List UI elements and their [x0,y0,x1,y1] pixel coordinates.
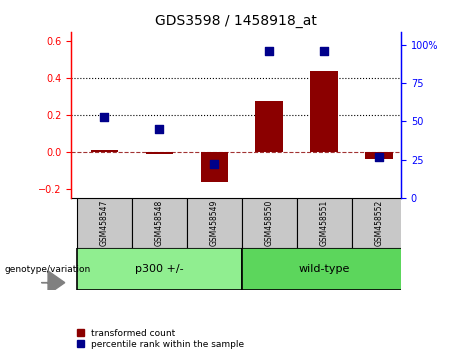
Point [100,114,108,120]
Bar [132,198,187,248]
Text: GSM458551: GSM458551 [319,200,329,246]
Bar [366,152,393,159]
Bar [77,248,242,290]
Text: GSM458548: GSM458548 [155,200,164,246]
Bar [201,152,228,182]
Point [211,162,218,167]
Bar [310,71,338,152]
Bar [77,198,132,248]
Title: GDS3598 / 1458918_at: GDS3598 / 1458918_at [155,14,317,28]
Text: GSM458549: GSM458549 [210,200,219,246]
Point [266,48,273,53]
Point [320,48,328,53]
Text: genotype/variation: genotype/variation [5,264,91,274]
Point [156,126,163,132]
Legend: transformed count, percentile rank within the sample: transformed count, percentile rank withi… [76,328,245,349]
Point [375,154,383,160]
Text: GSM458552: GSM458552 [375,200,384,246]
Bar [146,152,173,154]
Bar [242,198,297,248]
Bar [187,198,242,248]
Bar [242,248,407,290]
Bar [255,101,283,152]
Text: wild-type: wild-type [298,264,350,274]
Bar [352,198,407,248]
Text: p300 +/-: p300 +/- [135,264,183,274]
Bar [91,150,118,152]
FancyArrow shape [41,271,65,294]
Bar [297,198,352,248]
Text: GSM458547: GSM458547 [100,200,109,246]
Text: GSM458550: GSM458550 [265,200,274,246]
